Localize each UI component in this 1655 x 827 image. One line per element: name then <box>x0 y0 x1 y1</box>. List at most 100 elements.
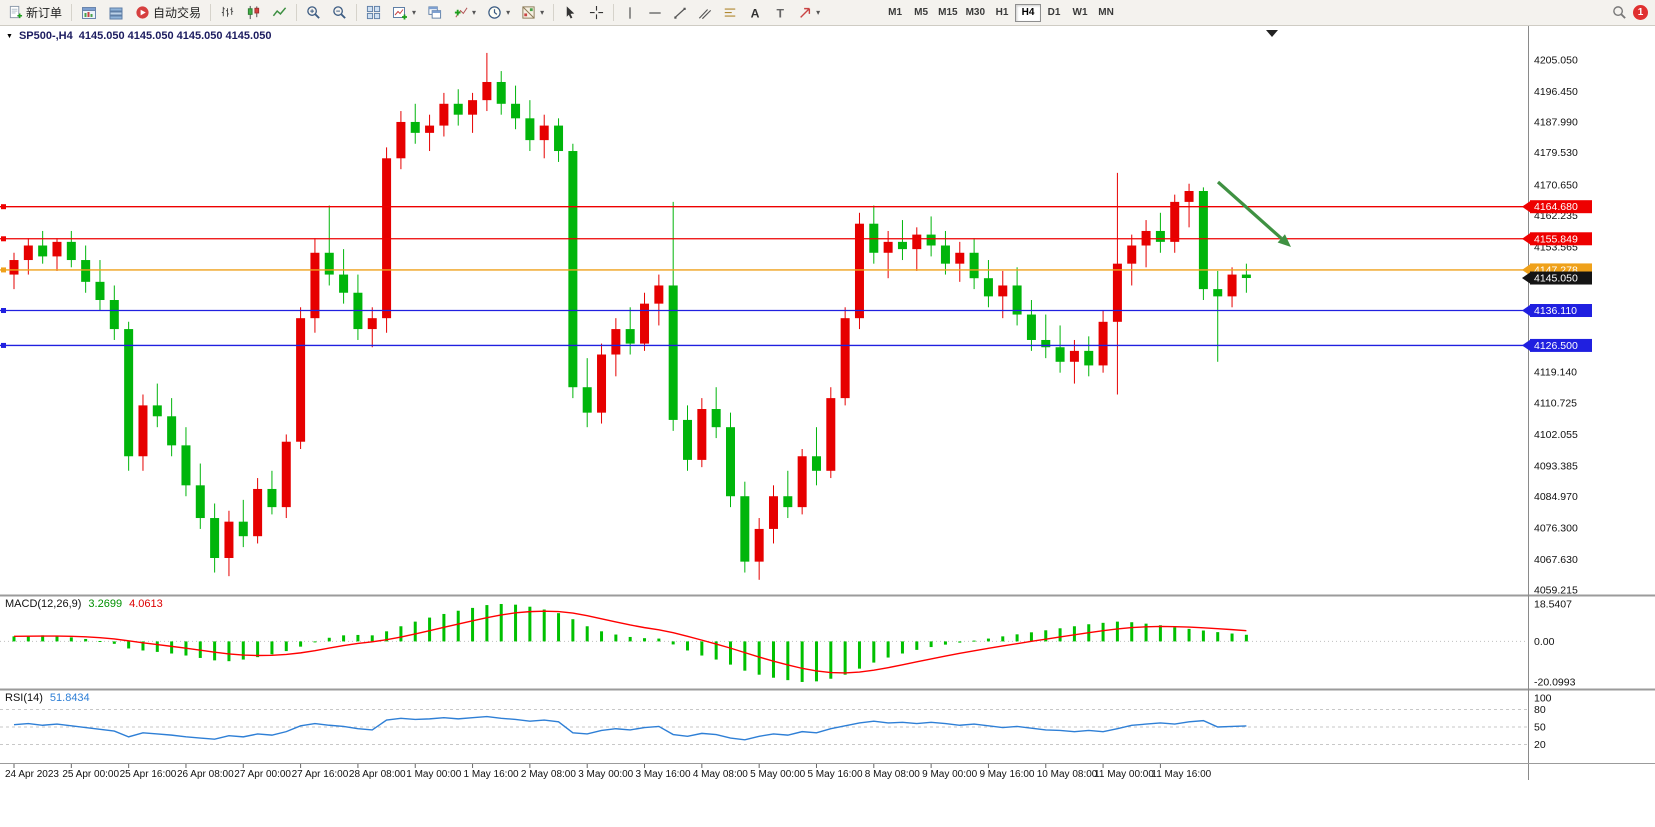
x-axis-tick-label: 3 May 00:00 <box>578 769 633 780</box>
price-tag-pointer <box>1522 201 1530 213</box>
x-axis-tick-label: 11 May 16:00 <box>1151 769 1211 780</box>
candle-body <box>654 285 664 304</box>
horizontal-line-tool-button[interactable] <box>643 2 667 24</box>
chart-shift-marker[interactable] <box>1266 30 1278 37</box>
x-axis-tick-label: 27 Apr 16:00 <box>292 769 349 780</box>
navigator-button[interactable] <box>103 2 129 24</box>
y-axis-tick-label: 4170.650 <box>1534 180 1578 192</box>
timeframe-button-d1[interactable]: D1 <box>1047 7 1061 18</box>
new-order-button[interactable]: 新订单 <box>3 2 67 24</box>
x-axis-tick-label: 11 May 00:00 <box>1094 769 1154 780</box>
new-order-label: 新订单 <box>26 6 63 20</box>
market-watch-button[interactable] <box>76 2 102 24</box>
x-axis-tick-label: 28 Apr 08:00 <box>349 769 406 780</box>
search-button[interactable] <box>1607 2 1632 24</box>
candle-body <box>52 241 62 257</box>
zoom-in-button[interactable] <box>301 2 326 24</box>
bar-chart-mode-button[interactable] <box>215 2 240 24</box>
price-line-handle[interactable] <box>1 236 6 242</box>
main-toolbar: 新订单 自动交易 <box>0 0 1655 26</box>
vertical-line-tool-button[interactable] <box>618 2 642 24</box>
x-axis-tick-label: 4 May 08:00 <box>693 769 748 780</box>
crosshair-tool-button[interactable] <box>584 2 609 24</box>
tile-windows-button[interactable] <box>361 2 386 24</box>
candle-body <box>324 252 334 275</box>
timeframe-button-h1[interactable]: H1 <box>995 7 1009 18</box>
trend-arrow-annotation[interactable] <box>1216 180 1283 240</box>
periods-button[interactable]: ▾ <box>482 2 515 24</box>
trendline-tool-button[interactable] <box>668 2 692 24</box>
arrows-tool-button[interactable]: ▾ <box>793 2 825 24</box>
rsi-line <box>13 715 1247 741</box>
one-click-trading-collapse-icon[interactable]: ▼ <box>6 32 13 40</box>
candle-body <box>1084 350 1094 366</box>
market-watch-icon <box>82 6 97 19</box>
timeframe-button-w1[interactable]: W1 <box>1072 7 1088 18</box>
candle-body <box>597 354 607 413</box>
cursor-tool-button[interactable] <box>558 2 583 24</box>
auto-trading-button[interactable]: 自动交易 <box>130 2 206 24</box>
line-chart-mode-button[interactable] <box>267 2 292 24</box>
candle-body <box>23 245 33 261</box>
price-line-handle[interactable] <box>1 308 6 314</box>
price-line-handle[interactable] <box>1 342 6 348</box>
candle-body <box>668 285 678 420</box>
timeframe-button-m5[interactable]: M5 <box>914 7 929 18</box>
notification-badge[interactable]: 1 <box>1633 5 1648 20</box>
timeframe-button-mn[interactable]: MN <box>1098 7 1114 18</box>
zoom-in-icon <box>307 6 320 19</box>
price-tag <box>1530 304 1592 318</box>
y-axis-tick-label: 4076.300 <box>1534 522 1578 534</box>
timeframe-button-m1[interactable]: M1 <box>888 7 903 18</box>
toolbar-separator <box>210 4 212 21</box>
zoom-out-button[interactable] <box>327 2 352 24</box>
candle-body <box>425 125 435 133</box>
price-line-handle[interactable] <box>1 267 6 273</box>
chart-canvas[interactable]: 4205.050 4196.450 4187.990 4179.530 4170.650… <box>0 26 1655 827</box>
new-order-icon <box>9 5 23 19</box>
timeframe-button-m30[interactable]: M30 <box>965 7 986 18</box>
candle-body <box>109 300 119 330</box>
candle-body <box>783 496 793 508</box>
channel-tool-button[interactable] <box>693 2 717 24</box>
candle-body <box>181 445 191 486</box>
candle-chart-mode-button[interactable] <box>241 2 266 24</box>
price-tag-pointer <box>1522 264 1530 276</box>
candle-body <box>66 241 76 261</box>
candle-body <box>740 496 750 562</box>
rsi-axis-tick-label: 80 <box>1534 704 1546 716</box>
candle-body <box>482 81 492 101</box>
x-axis-tick-label: 1 May 00:00 <box>406 769 461 780</box>
label-tool-button[interactable]: T <box>768 2 792 24</box>
new-chart-button[interactable]: ▾ <box>387 2 421 24</box>
dropdown-caret-icon: ▾ <box>412 8 417 17</box>
price-line-handle[interactable] <box>1 204 6 210</box>
rsi-indicator-label: RSI(14) 51.8434 <box>5 692 90 704</box>
macd-axis-tick-label: 18.5407 <box>1534 598 1572 610</box>
timeframe-button-m15[interactable]: M15 <box>938 7 958 18</box>
cascade-windows-button[interactable] <box>422 2 447 24</box>
label-icon: T <box>777 6 785 20</box>
x-axis-tick-label: 25 Apr 00:00 <box>62 769 119 780</box>
macd-signal-value: 4.0613 <box>129 598 163 610</box>
timeframe-button-h4[interactable]: H4 <box>1015 3 1042 22</box>
cascade-windows-icon <box>428 6 442 19</box>
fibonacci-tool-button[interactable] <box>718 2 742 24</box>
price-tag <box>1530 338 1592 352</box>
candle-body <box>969 252 979 279</box>
dropdown-caret-icon: ▾ <box>540 8 545 17</box>
templates-button[interactable]: ▾ <box>516 2 549 24</box>
candle-body <box>9 260 19 275</box>
candle-body <box>1170 201 1180 242</box>
dropdown-caret-icon: ▾ <box>472 8 477 17</box>
vertical-line-icon <box>629 6 631 19</box>
price-tag-pointer <box>1522 305 1530 317</box>
candle-body <box>883 241 893 253</box>
text-tool-button[interactable]: A <box>743 2 767 24</box>
candle-body <box>310 252 320 319</box>
candle-body <box>224 521 234 559</box>
indicators-button[interactable]: ▾ <box>448 2 481 24</box>
zoom-out-icon <box>333 6 346 19</box>
candle-body <box>267 488 277 508</box>
y-axis-tick-label: 4205.050 <box>1534 55 1578 67</box>
